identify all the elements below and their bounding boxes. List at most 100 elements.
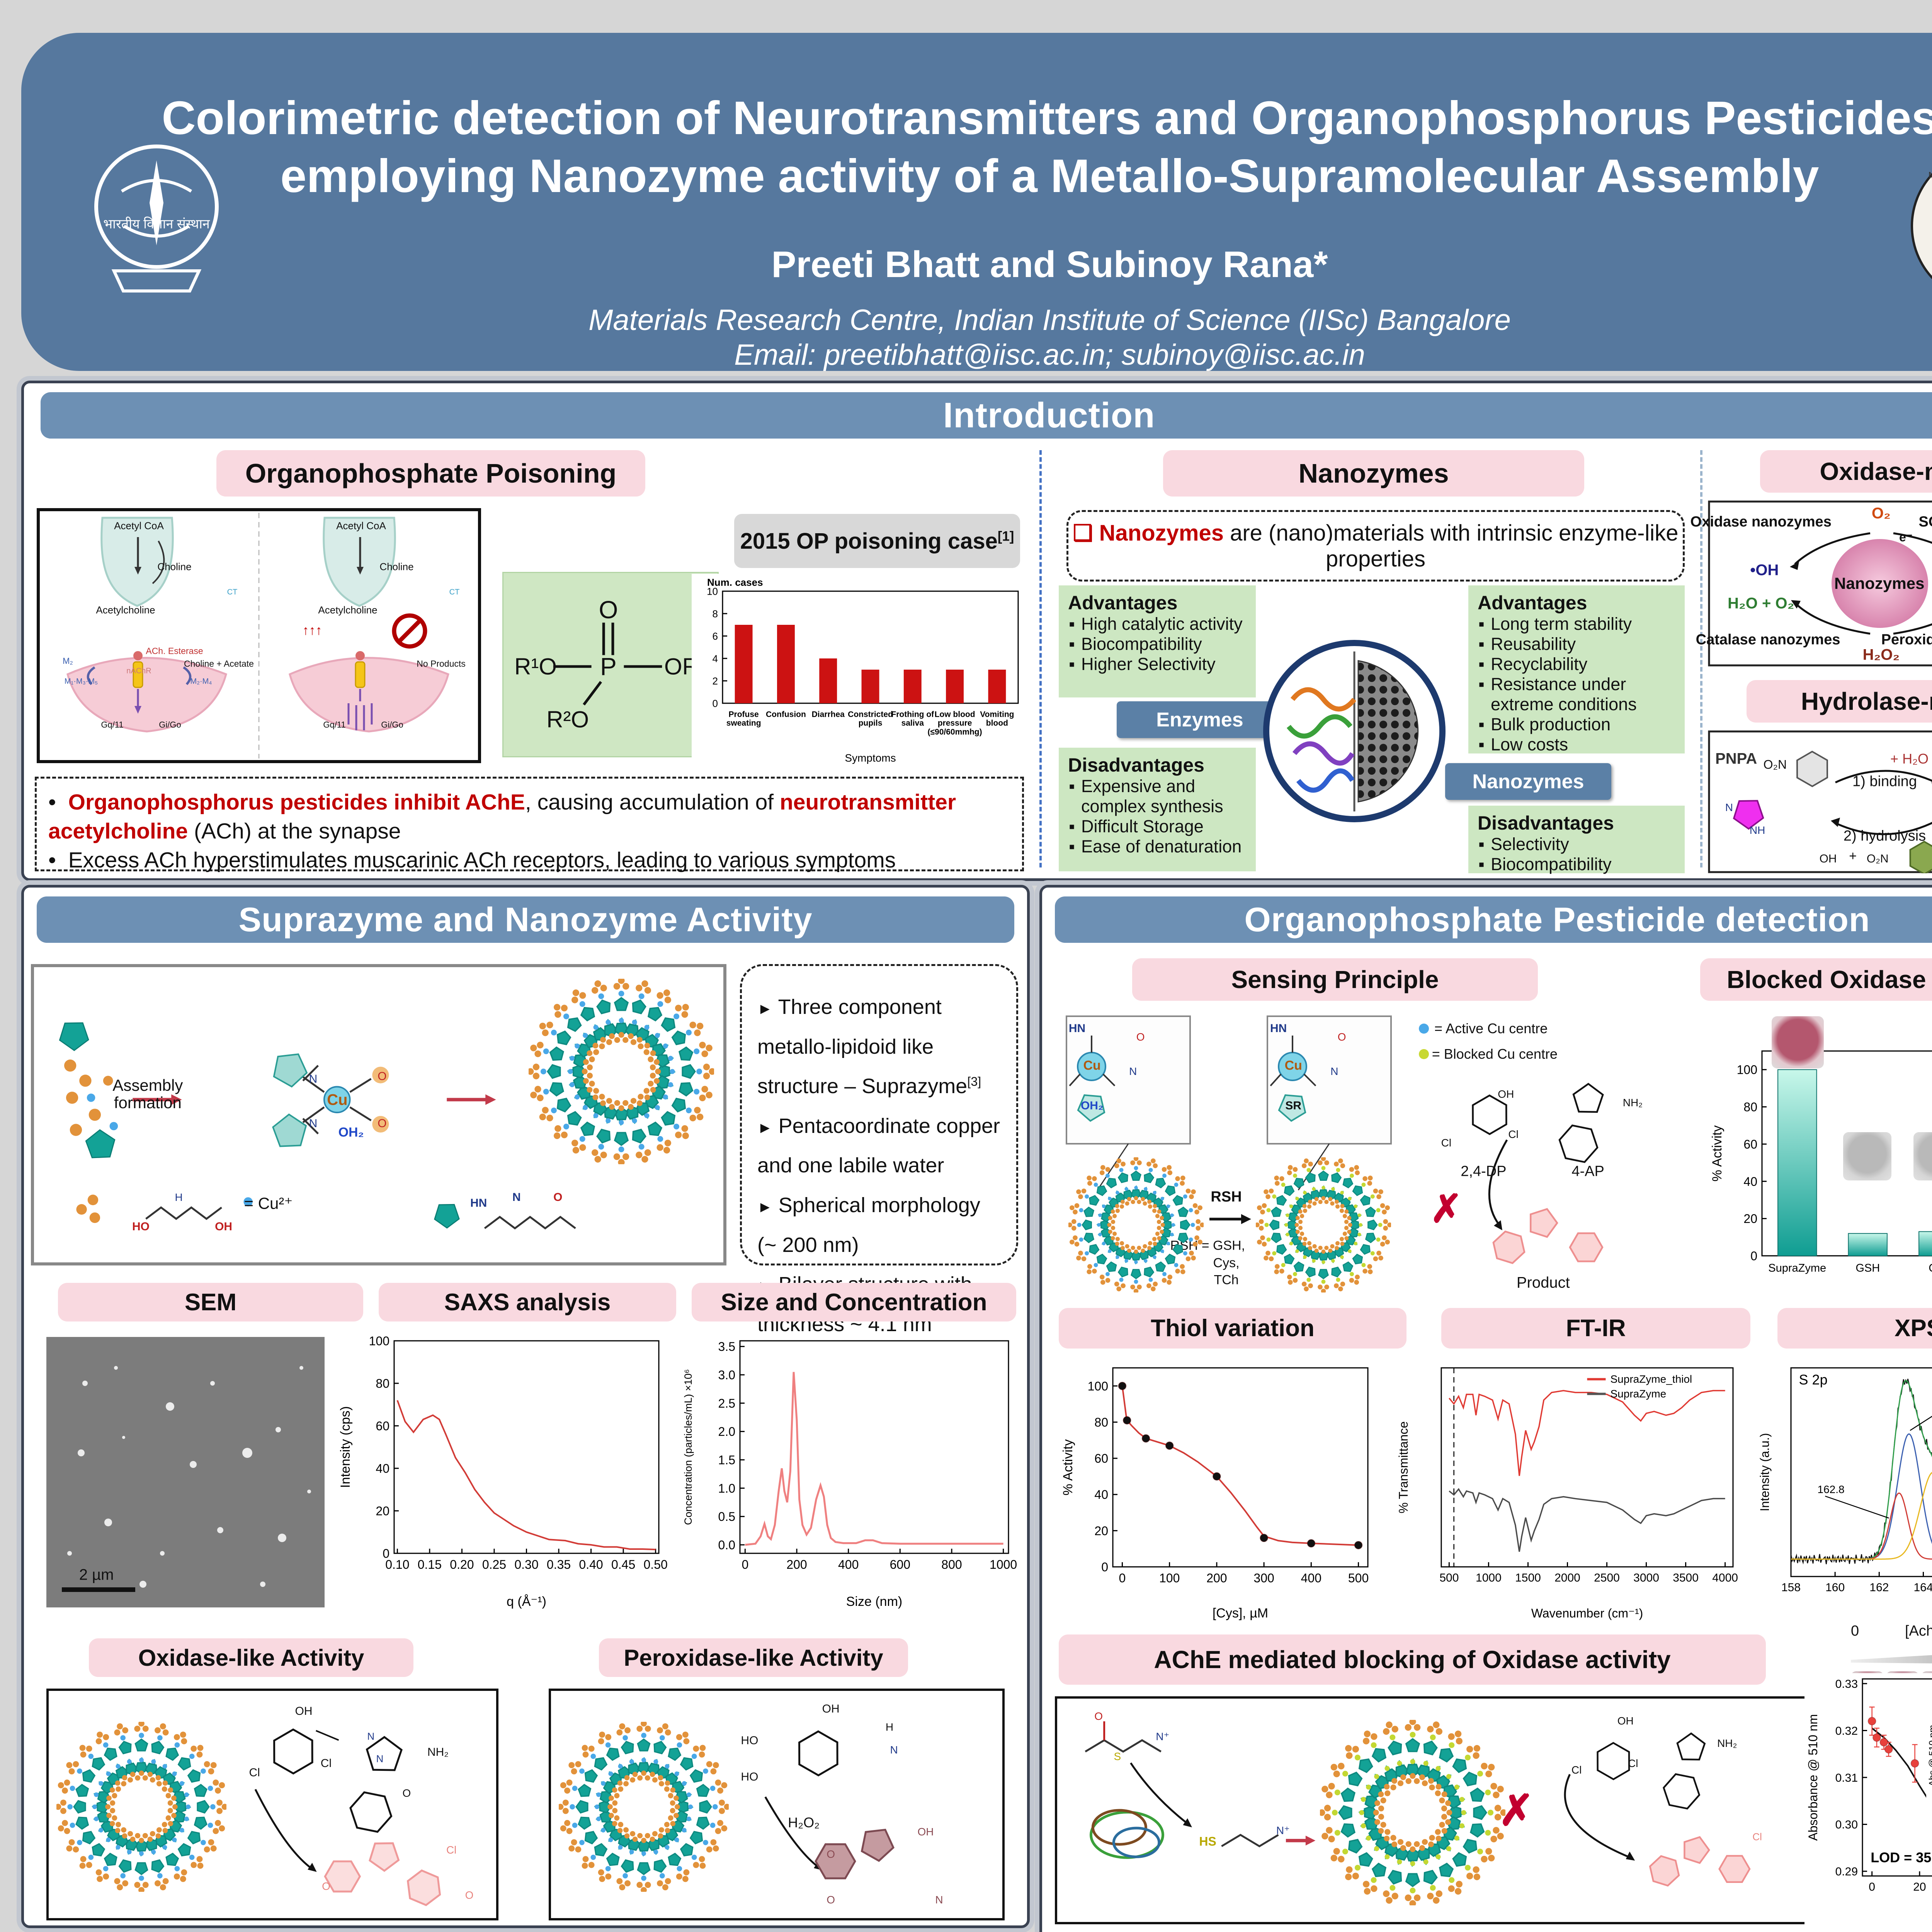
svg-text:0.45: 0.45 — [611, 1558, 635, 1571]
synapse-figure: Acetyl CoA Choline Acetylcholine ACh. Es… — [37, 508, 481, 763]
svg-text:100: 100 — [1737, 1063, 1757, 1077]
phosphate-r1o: R¹O — [514, 653, 557, 680]
hydrolysis-label: 2) hydrolysis — [1843, 828, 1926, 844]
svg-text:Cys: Cys — [1929, 1262, 1932, 1274]
nh-label: NH — [1749, 824, 1765, 836]
svg-text:0.33: 0.33 — [1835, 1678, 1858, 1690]
svg-text:80: 80 — [1743, 1100, 1757, 1114]
svg-text:sweating: sweating — [726, 719, 761, 728]
svg-text:600: 600 — [890, 1558, 910, 1571]
hydrolase-mimics-figure: PNPA O₂N + H₂O 1) binding NO₂ HN N NH 2)… — [1708, 730, 1932, 873]
n-label: N — [1330, 1065, 1338, 1077]
product-label: Product — [1516, 1274, 1570, 1291]
svg-text:0.15: 0.15 — [418, 1558, 442, 1571]
phosphate-structure-box: O P R¹O OR³ R²O — [502, 572, 719, 757]
synapse-gq-label: Gq/11 — [323, 720, 346, 730]
svg-text:400: 400 — [1301, 1571, 1321, 1585]
svg-text:0.50: 0.50 — [644, 1558, 668, 1571]
svg-text:0.25: 0.25 — [482, 1558, 506, 1571]
ftir-chart: 500 1000 1500 2000 2500 3000 3500 4000 Wavenumbe… — [1395, 1360, 1743, 1623]
svg-text:0.35: 0.35 — [547, 1558, 571, 1571]
list-item: Resistance under extreme conditions — [1478, 674, 1675, 714]
rsh-eq-2: Cys, — [1213, 1255, 1240, 1270]
iisc-caption: भारतीय विज्ञान संस्थान — [103, 217, 210, 231]
svg-text:Intensity (cps): Intensity (cps) — [338, 1406, 353, 1488]
svg-text:2500: 2500 — [1594, 1571, 1620, 1584]
svg-text:2.5: 2.5 — [718, 1396, 735, 1410]
h-label: H — [885, 1721, 894, 1733]
oxidase-activity-label: Oxidase-like Activity — [89, 1638, 413, 1677]
svg-text:q (Å⁻¹): q (Å⁻¹) — [507, 1594, 546, 1609]
svg-text:40: 40 — [376, 1462, 389, 1476]
synapse-gi-label: Gi/Go — [381, 720, 403, 730]
thiol-variation-label: Thiol variation — [1059, 1308, 1406, 1349]
svg-text:2000: 2000 — [1554, 1571, 1580, 1584]
svg-text:Diarrhea: Diarrhea — [812, 710, 845, 719]
strip-zero: 0 — [1851, 1623, 1859, 1639]
o-label: O — [1337, 1031, 1346, 1043]
n-label: N — [1129, 1065, 1137, 1077]
peroxidase-activity-figure: OH HO HO H N H₂O₂ OH O O N — [549, 1689, 1005, 1920]
oxidase-activity-figure: OH Cl Cl N N NH₂ O Cl O O — [46, 1689, 498, 1920]
svg-text:1.0: 1.0 — [718, 1481, 735, 1495]
svg-text:pressure: pressure — [938, 719, 972, 728]
nanozymes-definition: ❑ Nanozymes are (nano)materials with int… — [1066, 510, 1685, 582]
svg-text:0.20: 0.20 — [450, 1558, 474, 1571]
gradient-wedge — [1851, 1648, 1932, 1665]
active-cu-dot — [1419, 1023, 1429, 1034]
peroxidase-activity-label: Peroxidase-like Activity — [599, 1638, 908, 1677]
synapse-noproducts-label: No Products — [417, 658, 466, 669]
n-label: N — [367, 1730, 375, 1742]
synapse-m24-label: M₂·M₄ — [190, 677, 212, 686]
svg-text:S 2p: S 2p — [1799, 1372, 1828, 1388]
svg-text:0.40: 0.40 — [579, 1558, 603, 1571]
svg-text:0: 0 — [1750, 1249, 1757, 1263]
assembly-label-1: Assembly — [112, 1076, 183, 1094]
o-label: O — [465, 1889, 474, 1901]
svg-text:Vomiting: Vomiting — [980, 710, 1014, 719]
intro-divider-1 — [1039, 450, 1042, 867]
size-concentration-chart: 0 200 400 600 800 1000 0.0 0.5 1.0 1.5 2.0 2.5 3.0 3.… — [678, 1333, 1018, 1611]
peroxidase-nanozymes-label: Peroxidase nanozymes — [1881, 631, 1932, 648]
opd-title: Organophosphate Pesticide detection — [1055, 896, 1932, 943]
np-label: N⁺ — [1276, 1824, 1290, 1837]
svg-text:0.10: 0.10 — [385, 1558, 409, 1571]
poster-affiliation: Materials Research Centre, Indian Instit… — [588, 304, 1511, 337]
suprazyme-bullet: ► Spherical morphology (~ 200 nm) — [757, 1185, 1001, 1265]
mrc-logo-bottom-text: IISc Bangalore — [1913, 267, 1932, 279]
synapse-ach-label: Acetylcholine — [96, 604, 155, 616]
s-label: S — [1114, 1750, 1121, 1763]
svg-text:40: 40 — [1094, 1488, 1108, 1502]
oh-label: OH — [215, 1220, 233, 1233]
o-label: O — [827, 1848, 835, 1861]
o2-label: O₂ — [1871, 505, 1891, 522]
op-chart-title-text: 2015 OP poisoning case[1] — [740, 528, 1014, 554]
list-item: Low costs — [1478, 735, 1675, 755]
svg-text:500: 500 — [1439, 1571, 1459, 1584]
o-label: O — [827, 1893, 835, 1906]
svg-text:20: 20 — [1743, 1212, 1757, 1226]
enzyme-disadvantages-box: Disadvantages Expensive and complex synt… — [1059, 748, 1256, 871]
list-item: Difficult Storage — [1068, 816, 1247, 837]
svg-text:0: 0 — [1119, 1571, 1126, 1585]
suprazyme-bullet-text: Three component metallo-lipidoid like st… — [757, 995, 981, 1098]
cl-label: Cl — [1571, 1764, 1582, 1776]
intro-divider-2 — [1700, 450, 1702, 867]
svg-text:158: 158 — [1781, 1581, 1801, 1594]
svg-text:200: 200 — [1206, 1571, 1227, 1585]
sod-nanozymes-label: SOD nanozymes — [1918, 514, 1932, 530]
nanozymes-center-label: Nanozymes — [1834, 574, 1925, 592]
ho-label: HO — [741, 1770, 759, 1784]
svg-text:GSH: GSH — [1855, 1262, 1880, 1274]
disadvantages-title: Disadvantages — [1068, 754, 1204, 776]
sensing-principle-figure: HN Cu OH₂ O N HN Cu SR O N = Active Cu c… — [1051, 1009, 1797, 1294]
svg-text:4: 4 — [713, 653, 718, 664]
mrc-logo-top-text: Materials Research Centre — [1913, 170, 1932, 182]
header: Colorimetric detection of Neurotransmitt… — [21, 33, 1932, 371]
svg-text:Size (nm): Size (nm) — [846, 1594, 902, 1609]
svg-text:162: 162 — [1869, 1581, 1889, 1594]
svg-text:0.30: 0.30 — [514, 1558, 538, 1571]
svg-text:0.32: 0.32 — [1835, 1725, 1858, 1737]
phosphate-p: P — [600, 652, 617, 680]
sensing-principle-label: Sensing Principle — [1132, 958, 1538, 1001]
